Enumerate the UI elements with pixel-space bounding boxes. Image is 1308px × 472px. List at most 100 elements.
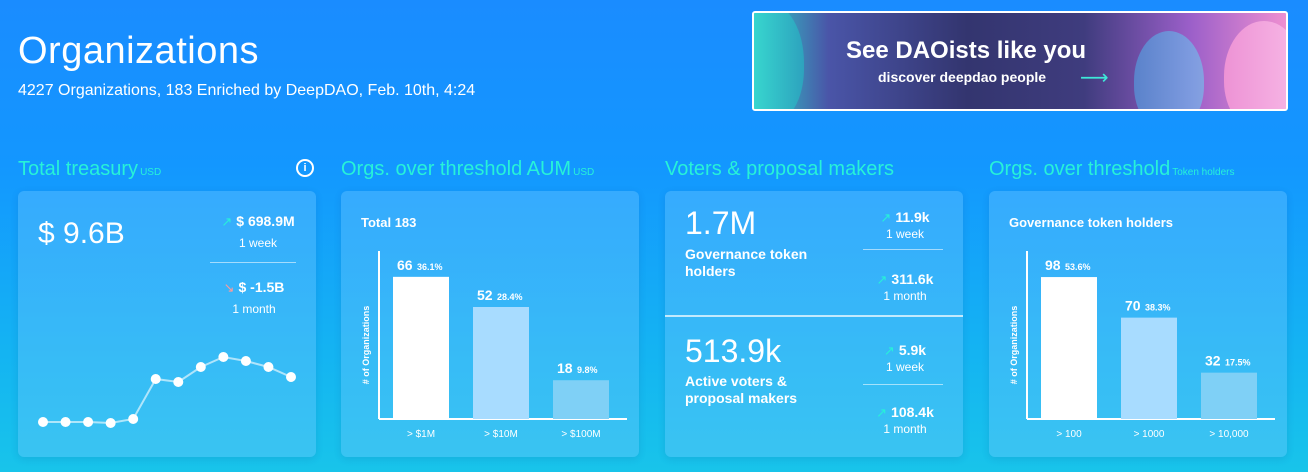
page-title: Organizations [18,30,259,72]
aum-unit: USD [573,167,595,178]
face-silhouette-middle [1134,31,1204,109]
holders-bar-value-0: 98 [1045,257,1061,273]
active-month-value: 108.4k [891,404,934,420]
sparkline-point-6 [173,377,184,387]
aum-bar-0 [393,276,449,419]
face-silhouette-right [1224,21,1286,109]
arrow-right-icon: ⟶ [1080,67,1109,89]
info-icon[interactable]: i [296,159,314,177]
holders-bar-chart: # of Organizations 98 53.6% > 100 70 38.3% > 1… [1009,251,1275,440]
sparkline-point-5 [150,374,161,384]
aum-bar-1 [473,307,529,419]
sparkline-line [43,355,292,425]
holders-week-change: ↗ 11.9k 1 week [865,209,945,241]
holders-month-value: 311.6k [891,271,934,287]
aum-bar-value-2: 18 [557,360,573,376]
sparkline-point-1 [60,417,71,427]
treasury-card: $ 9.6B ↗ $ 698.9M 1 week ↘ $ -1.5B 1 month [18,191,316,457]
holders-bar-percent-2: 17.5% [1225,358,1251,368]
treasury-week-change: ↗ $ 698.9M 1 week [208,213,308,250]
active-month-label: 1 month [883,422,927,436]
aum-bar-2 [553,380,609,419]
aum-bar-percent-2: 9.8% [577,365,598,375]
sparkline-point-7 [195,362,206,372]
aum-section-title: Orgs. over threshold AUM USD [341,158,594,181]
aum-title: Orgs. over threshold AUM [341,158,572,180]
voters-split-line [665,315,963,317]
holders-month-label: 1 month [883,289,927,303]
holders-bar-1 [1121,317,1177,419]
aum-bar-chart: # of Organizations 66 36.1% > $1M 52 28.4% > $… [361,251,627,440]
face-silhouette-left [754,13,804,109]
treasury-unit: USD [140,167,162,178]
aum-bar-value-1: 52 [477,287,493,303]
arrow-down-right-icon: ↘ [223,280,235,295]
aum-y-axis-label: # of Organizations [361,306,371,385]
aum-bar-percent-1: 28.4% [497,292,523,302]
holders-week-value: 11.9k [895,209,930,225]
treasury-month-value: $ -1.5B [238,279,285,295]
arrow-up-right-icon: ↗ [883,343,895,358]
holders-bar-percent-0: 53.6% [1065,262,1091,272]
holders-bar-0 [1041,277,1097,419]
holders-bar-value-2: 32 [1205,353,1221,369]
aum-bar-percent-0: 36.1% [417,262,443,272]
active-week-value: 5.9k [898,342,927,358]
treasury-section-title: Total treasury USD [18,158,161,181]
holders-divider [863,249,943,250]
treasury-title: Total treasury [18,158,139,180]
holders-card-label: Governance token holders [1009,215,1173,230]
sparkline-point-11 [286,372,296,382]
page-subtitle: 4227 Organizations, 183 Enriched by Deep… [18,82,476,99]
aum-x-tick-1: > $10M [484,429,518,440]
active-month-change: ↗ 108.4k 1 month [865,404,945,436]
holders-x-tick-1: > 1000 [1134,429,1165,440]
sparkline-point-4 [128,414,139,424]
treasury-week-value: $ 698.9M [236,213,295,229]
banner-title: See DAOists like you [846,37,1087,64]
sparkline-point-0 [38,417,48,427]
holders-card: Governance token holders # of Organizati… [989,191,1287,457]
treasury-month-label: 1 month [232,302,276,316]
voters-card: 1.7M Governance token holders ↗ 11.9k 1 w… [665,191,963,457]
treasury-value: $ 9.6B [38,217,125,250]
aum-x-tick-0: > $1M [407,429,435,440]
holders-bar-value-1: 70 [1125,298,1141,314]
holders-label: Governance token holders [685,246,808,279]
arrow-up-right-icon: ↗ [880,210,892,225]
arrow-up-right-icon: ↗ [876,272,888,287]
holders-y-axis-label: # of Organizations [1009,306,1019,385]
sparkline-point-9 [240,356,251,366]
aum-total-label: Total 183 [361,215,417,230]
active-week-change: ↗ 5.9k 1 week [865,342,945,374]
see-daoists-banner[interactable]: See DAOists like you discover deepdao pe… [752,11,1288,111]
arrow-up-right-icon: ↗ [221,214,233,229]
treasury-week-label: 1 week [238,236,278,250]
arrow-up-right-icon: ↗ [876,405,888,420]
voters-section-title: Voters & proposal makers [665,158,894,180]
banner-link[interactable]: discover deepdao people [878,69,1047,85]
holders-x-tick-2: > 10,000 [1209,429,1249,440]
holders-month-change: ↗ 311.6k 1 month [865,271,945,303]
holders-title: Orgs. over threshold [989,158,1171,180]
sparkline-point-2 [83,417,94,427]
holders-bar-percent-1: 38.3% [1145,303,1171,313]
active-week-label: 1 week [885,360,925,374]
holders-bar-2 [1201,372,1257,419]
sparkline-point-8 [218,352,229,362]
holders-section-title: Orgs. over threshold Token holders [989,158,1234,181]
sparkline-point-3 [105,418,116,428]
aum-x-tick-2: > $100M [561,429,600,440]
treasury-month-change: ↘ $ -1.5B 1 month [204,279,304,316]
active-label: Active voters & proposal makers [685,373,798,406]
holders-value: 1.7M [685,205,757,241]
aum-card: Total 183 # of Organizations 66 36.1% > $1M… [341,191,639,457]
holders-week-label: 1 week [885,227,925,241]
holders-x-tick-0: > 100 [1056,429,1082,440]
treasury-divider [210,262,296,263]
sparkline-point-10 [263,362,274,372]
holders-unit: Token holders [1172,167,1235,178]
active-value: 513.9k [685,333,782,369]
treasury-sparkline [38,352,296,428]
active-divider [863,384,943,385]
